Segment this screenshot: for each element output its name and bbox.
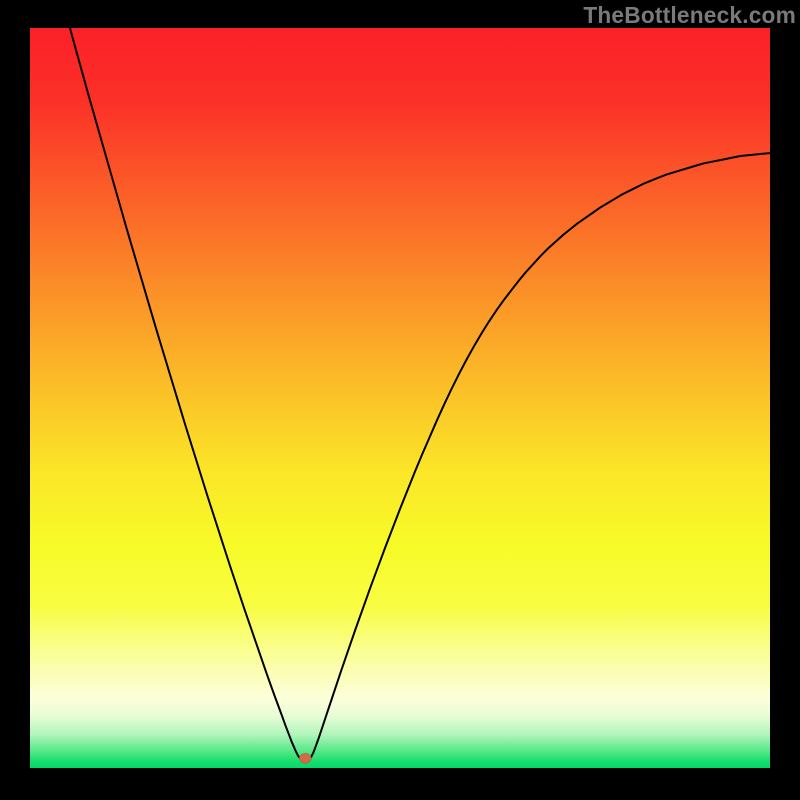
- bottleneck-chart: [0, 0, 800, 800]
- frame-right: [770, 0, 800, 800]
- plot-background: [30, 28, 770, 768]
- frame-bottom: [0, 768, 800, 800]
- frame-left: [0, 0, 30, 800]
- optimal-point-marker: [299, 753, 311, 763]
- watermark-text: TheBottleneck.com: [583, 2, 796, 29]
- chart-stage: TheBottleneck.com: [0, 0, 800, 800]
